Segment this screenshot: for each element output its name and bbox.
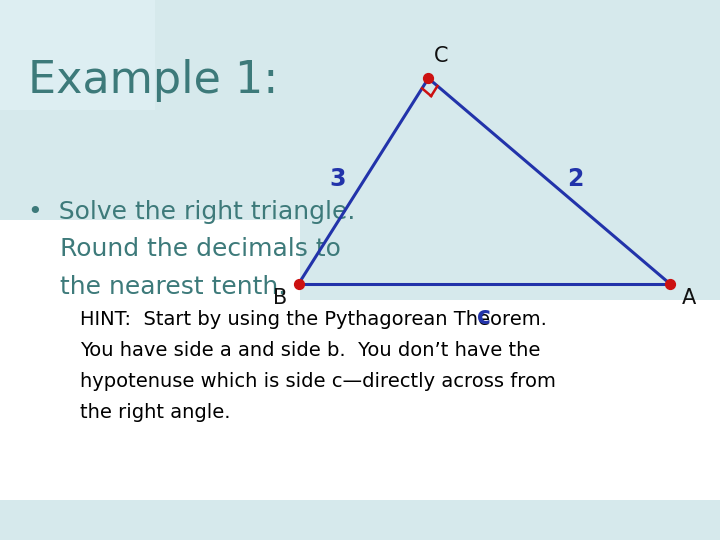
Point xyxy=(423,74,434,83)
Text: C: C xyxy=(433,46,448,66)
Text: •  Solve the right triangle.
    Round the decimals to
    the nearest tenth.: • Solve the right triangle. Round the de… xyxy=(28,200,356,299)
Point xyxy=(293,279,305,288)
Bar xyxy=(0,500,720,540)
Bar xyxy=(0,0,155,110)
Text: c: c xyxy=(477,306,491,329)
Text: 2: 2 xyxy=(567,167,583,191)
Text: A: A xyxy=(682,287,696,307)
Point xyxy=(664,279,675,288)
Text: HINT:  Start by using the Pythagorean Theorem.
You have side a and side b.  You : HINT: Start by using the Pythagorean The… xyxy=(80,310,556,422)
Bar xyxy=(0,0,720,220)
Text: 3: 3 xyxy=(329,167,346,191)
Text: B: B xyxy=(273,287,287,307)
Bar xyxy=(300,220,720,300)
Text: Example 1:: Example 1: xyxy=(28,58,279,102)
